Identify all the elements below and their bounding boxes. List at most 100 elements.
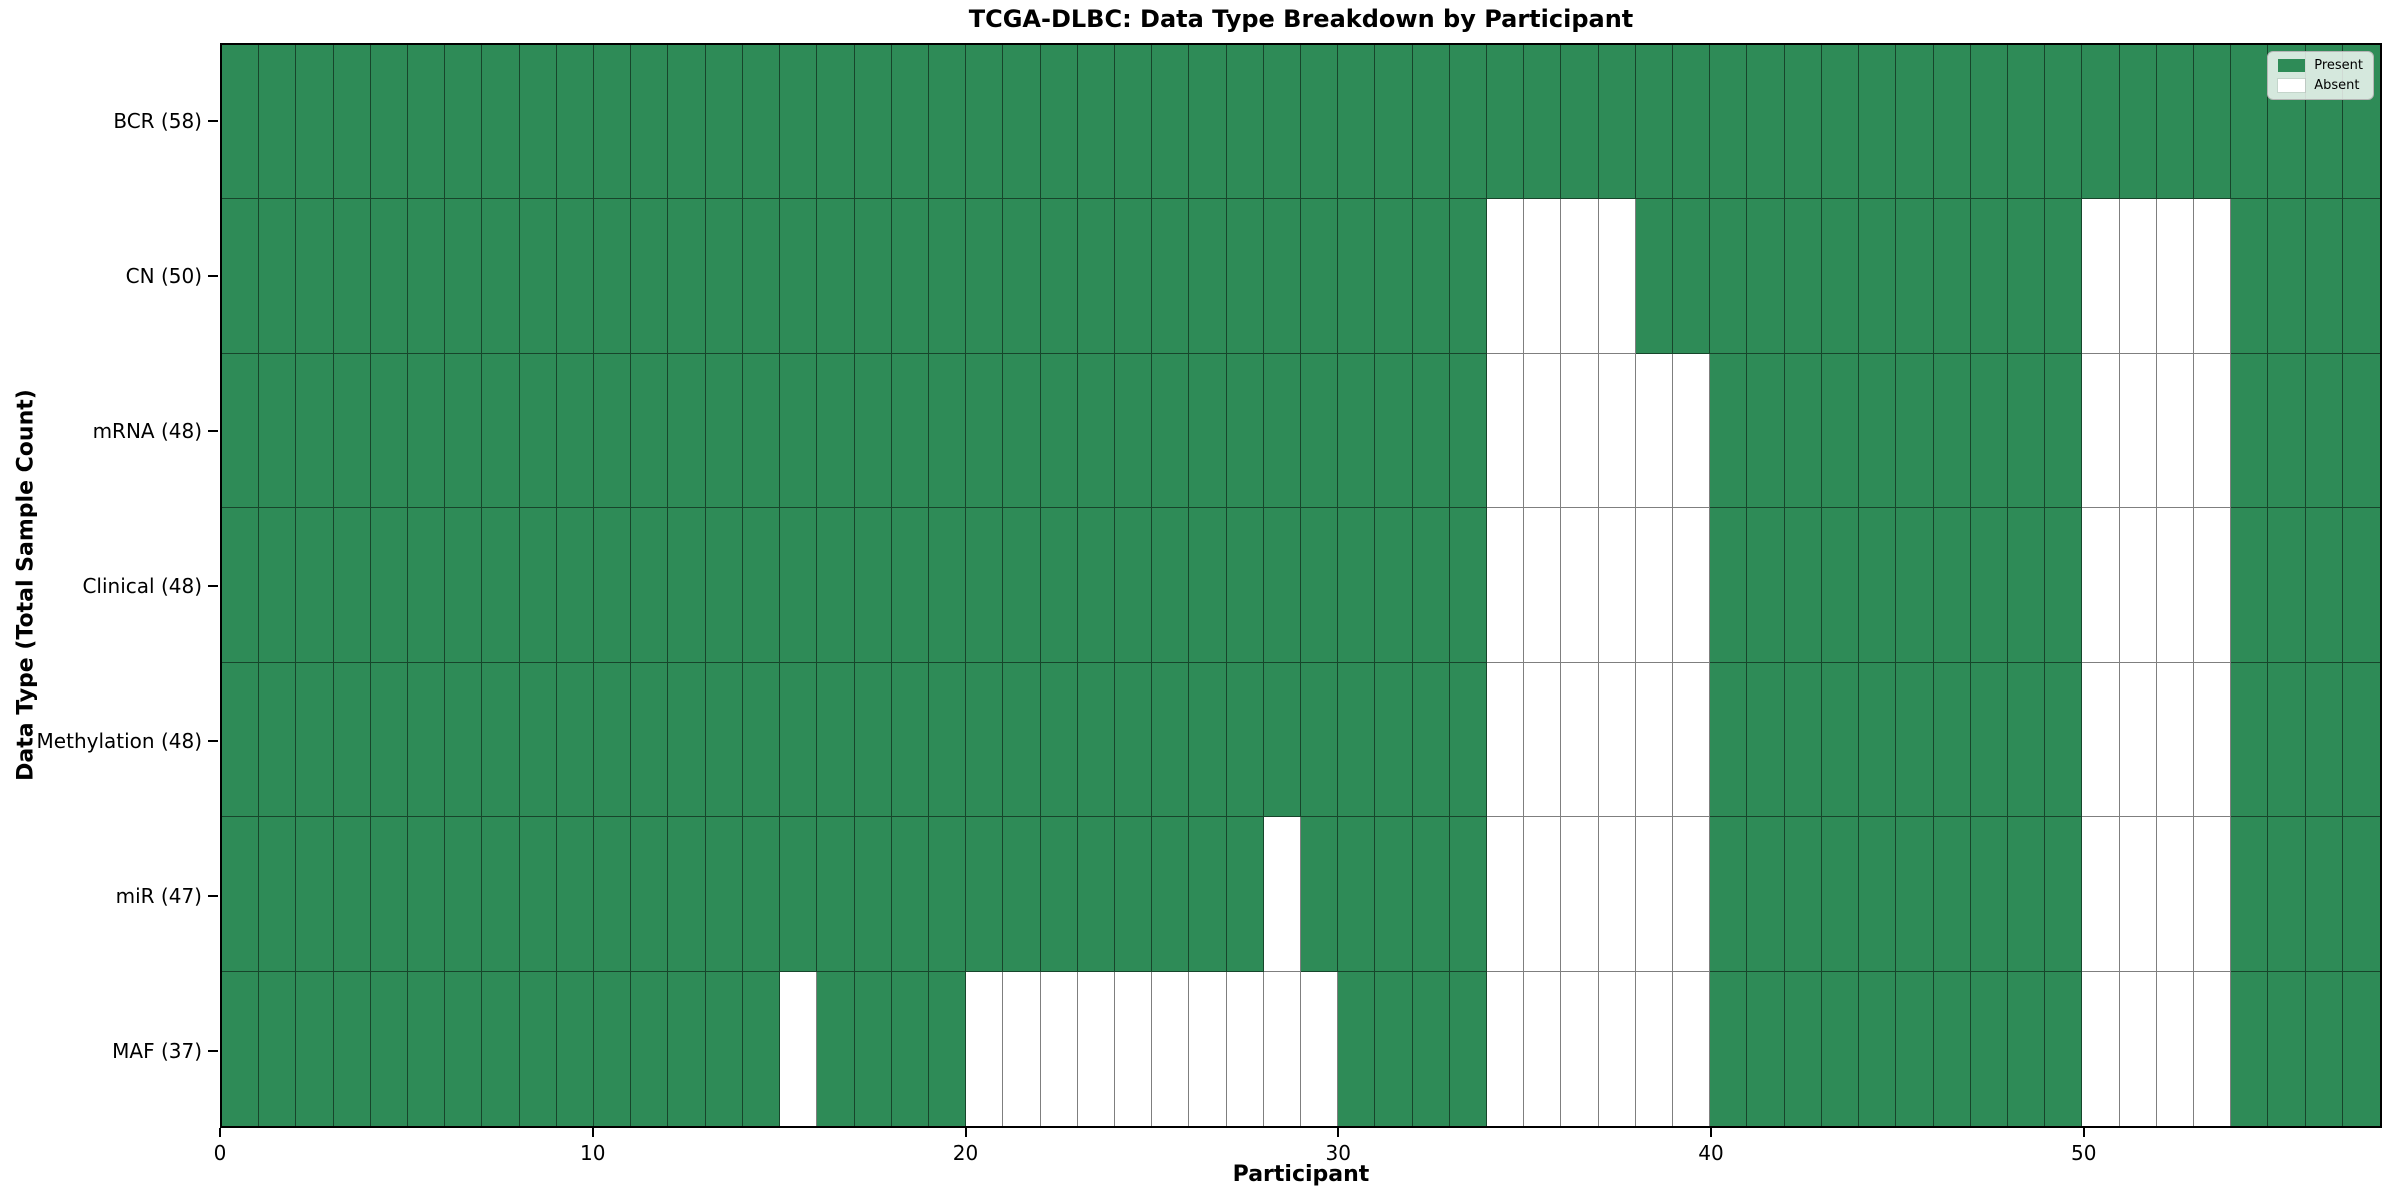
heatmap-cell [780,508,818,663]
heatmap-cell [1375,817,1413,972]
heatmap-cell [2305,508,2343,663]
heatmap-cell [2268,508,2306,663]
heatmap-cell [408,662,446,818]
heatmap-cell [854,508,892,663]
heatmap-cell [1449,199,1488,354]
heatmap-cell [1524,353,1562,509]
heatmap-cell [445,199,483,354]
heatmap-cell [1635,971,1674,1126]
legend-swatch-present-icon [2278,59,2306,72]
heatmap-cell [482,817,520,972]
x-tick-mark [2082,1128,2085,1137]
heatmap-cell [1710,817,1748,972]
heatmap-cell [1784,199,1822,354]
heatmap-cell [2305,353,2343,509]
heatmap-cell [594,45,632,200]
heatmap-cell [1524,508,1562,663]
heatmap-cell [1189,353,1227,509]
heatmap-cell [742,45,781,200]
heatmap-cell [1524,817,1562,972]
heatmap-cell [2082,508,2120,663]
heatmap-cell [594,817,632,972]
heatmap-cell [2268,817,2306,972]
heatmap-cell [1226,199,1264,354]
heatmap-cell [1970,971,2008,1126]
heatmap-cell [1859,508,1897,663]
heatmap-cell [1524,971,1562,1126]
heatmap-cell [1970,199,2008,354]
heatmap-cell [259,508,297,663]
heatmap-cell [2268,353,2306,509]
heatmap-cell [2193,971,2232,1126]
heatmap-cell [1747,508,1785,663]
heatmap-cell [259,353,297,509]
heatmap-cell [705,817,743,972]
heatmap-cell [1970,662,2008,818]
heatmap-cell [2305,971,2343,1126]
heatmap-cell [742,353,781,509]
x-tick-label: 50 [2071,1141,2097,1165]
heatmap-cell [817,353,855,509]
heatmap-cell [519,508,557,663]
heatmap-cell [1263,971,1301,1126]
heatmap-cell [333,508,371,663]
heatmap-cell [2119,662,2157,818]
heatmap-cell [1449,353,1488,509]
heatmap-cell [631,817,669,972]
heatmap-cell [1003,662,1041,818]
heatmap-cell [1524,662,1562,818]
heatmap-cell [2007,817,2046,972]
heatmap-cell [1152,45,1190,200]
heatmap-cell [519,817,557,972]
heatmap-cell [2045,971,2083,1126]
x-axis-label: Participant [1232,1162,1370,1187]
x-tick-label: 20 [952,1141,979,1165]
heatmap-cell [1375,508,1413,663]
heatmap-cell [1598,662,1636,818]
heatmap-cell [1859,817,1897,972]
heatmap-cell [1189,971,1227,1126]
heatmap-cell [928,971,967,1126]
heatmap-cell [556,199,595,354]
heatmap-cell [1673,971,1711,1126]
heatmap-cell [1933,45,1971,200]
heatmap-cell [2231,662,2269,818]
heatmap-cell [1487,662,1525,818]
heatmap-cell [1933,817,1971,972]
heatmap-cell [1673,817,1711,972]
heatmap-cell [1784,45,1822,200]
heatmap-cell [1226,353,1264,509]
heatmap-cell [1598,199,1636,354]
heatmap-cell [1375,45,1413,200]
heatmap-cell [817,45,855,200]
heatmap-cell [1338,971,1376,1126]
heatmap-cell [2156,971,2194,1126]
heatmap-cell [594,662,632,818]
heatmap-cell [705,508,743,663]
heatmap-cell [2156,45,2194,200]
heatmap-cell [2193,662,2232,818]
heatmap-cell [296,662,334,818]
heatmap-cell [1077,662,1115,818]
legend-item-absent: Absent [2277,78,2363,93]
heatmap-cell [1598,353,1636,509]
heatmap-cell [1821,662,1860,818]
heatmap-cell [519,662,557,818]
heatmap-cell [2119,971,2157,1126]
heatmap-cell [1784,971,1822,1126]
heatmap-cell [854,353,892,509]
heatmap-cell [1189,45,1227,200]
heatmap-cell [2119,508,2157,663]
heatmap-cell [1821,971,1860,1126]
heatmap-cell [2342,199,2380,354]
heatmap-cell [1114,199,1153,354]
heatmap-cell [594,508,632,663]
heatmap-cell [445,45,483,200]
heatmap-cell [2082,45,2120,200]
heatmap-cell [1673,45,1711,200]
heatmap-cell [445,508,483,663]
heatmap-cell [296,971,334,1126]
heatmap-cell [1301,662,1339,818]
heatmap-cell [1338,199,1376,354]
heatmap-cell [482,971,520,1126]
